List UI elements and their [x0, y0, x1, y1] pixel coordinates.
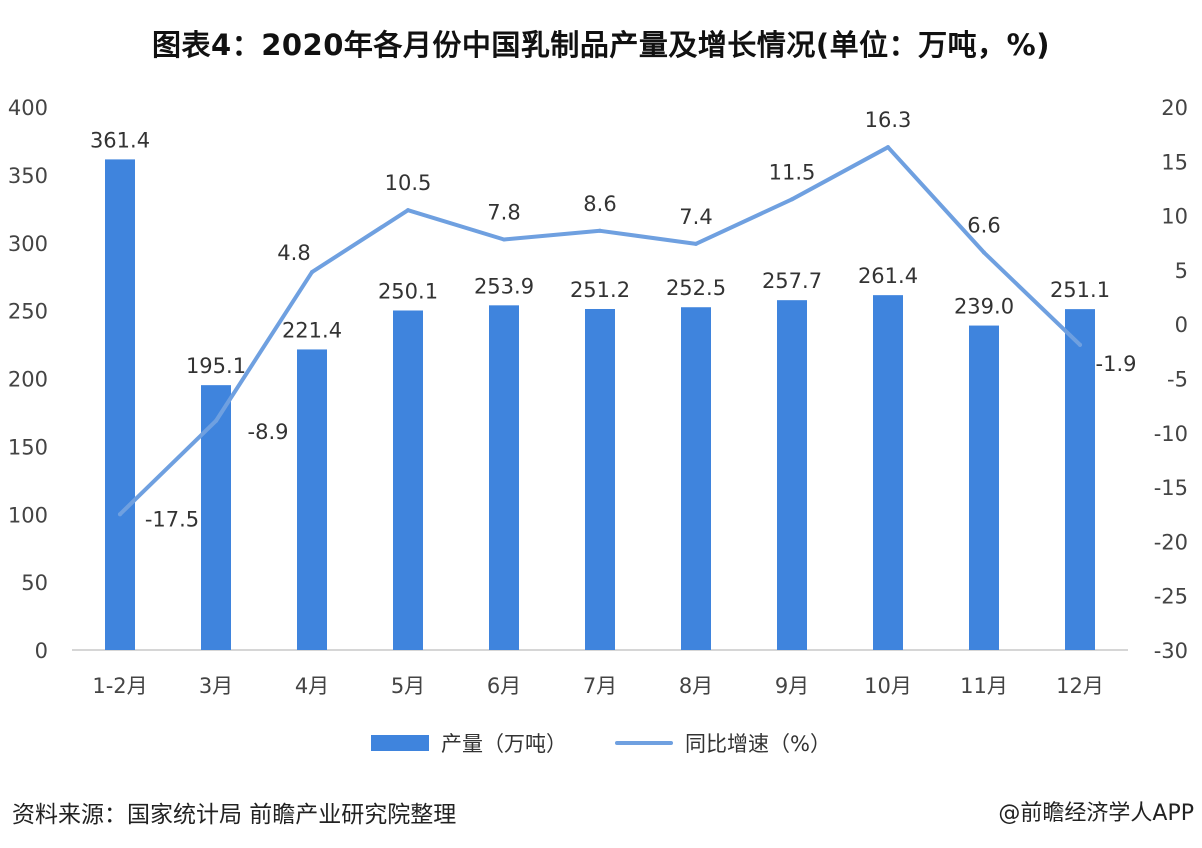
y-left-tick-label: 250: [8, 300, 48, 324]
line-point: [886, 145, 890, 150]
bar-data-label: 251.2: [570, 278, 630, 302]
y-right-tick-label: -20: [1154, 530, 1188, 554]
y-right-tick-label: -15: [1154, 476, 1188, 500]
y-left-tick-label: 200: [8, 368, 48, 392]
bar: [201, 385, 231, 650]
y-left-tick-label: 350: [8, 164, 48, 188]
legend-bar-label: 产量（万吨）: [441, 732, 568, 756]
line-data-label: 16.3: [865, 108, 912, 132]
y-right-tick-label: 5: [1175, 259, 1188, 283]
line-data-label: -8.9: [248, 420, 289, 444]
bar-data-label: 257.7: [762, 269, 822, 293]
line-data-label: 4.8: [277, 241, 310, 265]
line-data-label: 7.4: [679, 205, 712, 229]
x-tick-label: 5月: [391, 674, 425, 698]
line-data-label: 11.5: [769, 160, 816, 184]
y-right-tick-label: 10: [1161, 205, 1188, 229]
line-data-label: -17.5: [145, 507, 199, 531]
line-data-label: 8.6: [583, 192, 616, 216]
line-point: [502, 237, 506, 242]
line-data-label: 7.8: [487, 200, 520, 224]
y-left-tick-label: 0: [35, 639, 48, 663]
y-right-tick-label: 20: [1161, 96, 1188, 120]
y-right-tick-label: -5: [1167, 368, 1188, 392]
bar-data-label: 251.1: [1050, 278, 1110, 302]
y-right-tick-label: 0: [1175, 313, 1188, 337]
legend-bar-swatch: [371, 735, 430, 751]
source-note: 资料来源：国家统计局 前瞻产业研究院整理: [12, 802, 457, 828]
line-point: [406, 208, 410, 213]
y-left-tick-label: 50: [21, 571, 48, 595]
line-point: [790, 197, 794, 202]
y-left-tick-label: 100: [8, 503, 48, 527]
bar-data-label: 252.5: [666, 276, 726, 300]
bar: [297, 349, 327, 650]
line-point: [310, 270, 314, 275]
x-tick-label: 7月: [583, 674, 617, 698]
credit-note: @前瞻经济学人APP: [998, 801, 1194, 826]
y-left-tick-label: 400: [8, 96, 48, 120]
bar-data-label: 250.1: [378, 279, 438, 303]
bar: [489, 305, 519, 650]
x-tick-label: 12月: [1056, 674, 1104, 698]
bar: [681, 307, 711, 650]
line-point: [598, 228, 602, 233]
x-tick-label: 3月: [199, 674, 233, 698]
bar: [873, 295, 903, 650]
y-right-tick-label: -30: [1154, 639, 1188, 663]
x-tick-label: 8月: [679, 674, 713, 698]
chart-legend: 产量（万吨） 同比增速（%）: [0, 728, 1202, 758]
bar: [585, 308, 615, 650]
line-point: [1078, 342, 1082, 347]
bar-data-label: 221.4: [282, 318, 342, 342]
x-tick-label: 4月: [295, 674, 329, 698]
y-left-tick-label: 150: [8, 435, 48, 459]
line-data-label: -1.9: [1096, 352, 1137, 376]
line-point: [214, 418, 218, 423]
line-point: [694, 241, 698, 246]
x-tick-label: 11月: [960, 674, 1008, 698]
x-tick-label: 9月: [775, 674, 809, 698]
chart-title: 图表4：2020年各月份中国乳制品产量及增长情况(单位：万吨，%): [152, 28, 1050, 62]
bar: [105, 159, 135, 650]
line-point: [118, 512, 122, 517]
line-data-label: 10.5: [385, 171, 432, 195]
legend-line-swatch: [615, 741, 674, 745]
x-tick-label: 10月: [864, 674, 912, 698]
bar: [1065, 309, 1095, 650]
legend-line-label: 同比增速（%）: [685, 732, 831, 756]
line-data-label: 6.6: [967, 214, 1000, 238]
legend-item-bar: 产量（万吨）: [371, 728, 567, 758]
x-tick-label: 6月: [487, 674, 521, 698]
bar-data-label: 253.9: [474, 274, 534, 298]
y-left-tick-label: 300: [8, 232, 48, 256]
legend-item-line: 同比增速（%）: [615, 728, 831, 758]
bar: [777, 300, 807, 650]
y-right-tick-label: -25: [1154, 585, 1188, 609]
y-right-tick-label: 15: [1161, 150, 1188, 174]
x-tick-label: 1-2月: [92, 674, 147, 698]
bar-data-label: 361.4: [90, 128, 150, 152]
bar-data-label: 195.1: [186, 354, 246, 378]
bar: [393, 310, 423, 650]
y-right-tick-label: -10: [1154, 422, 1188, 446]
bar-data-label: 261.4: [858, 264, 918, 288]
bar-data-label: 239.0: [954, 295, 1014, 319]
bar: [969, 325, 999, 650]
line-point: [982, 250, 986, 255]
